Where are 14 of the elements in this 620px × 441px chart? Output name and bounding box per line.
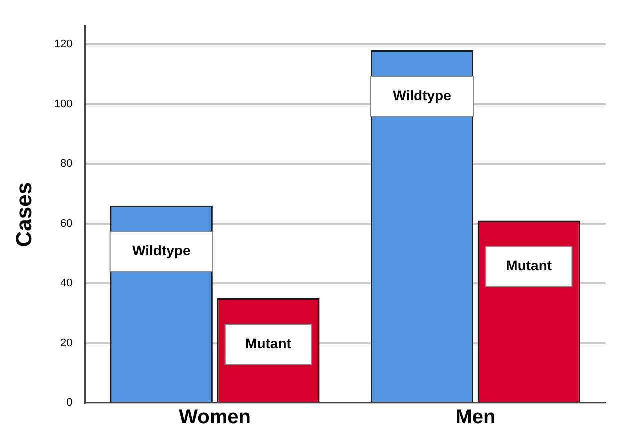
- y-axis-title: Cases: [11, 182, 36, 248]
- y-tick-label: 20: [60, 337, 73, 350]
- series-label: Wildtype: [393, 87, 452, 104]
- y-tick-label: 40: [60, 278, 73, 290]
- y-tick-label: 60: [60, 218, 73, 230]
- y-tick-label: 100: [54, 98, 73, 110]
- x-tick-label: Women: [179, 406, 251, 429]
- y-tick-label: 120: [54, 38, 73, 51]
- y-tick-label: 0: [66, 397, 73, 410]
- y-tick-label: 80: [60, 158, 73, 170]
- text: Mutant: [506, 258, 552, 274]
- text: Wildtype: [132, 242, 191, 259]
- series-label: Mutant: [246, 335, 292, 352]
- x-tick-label: Men: [456, 406, 496, 429]
